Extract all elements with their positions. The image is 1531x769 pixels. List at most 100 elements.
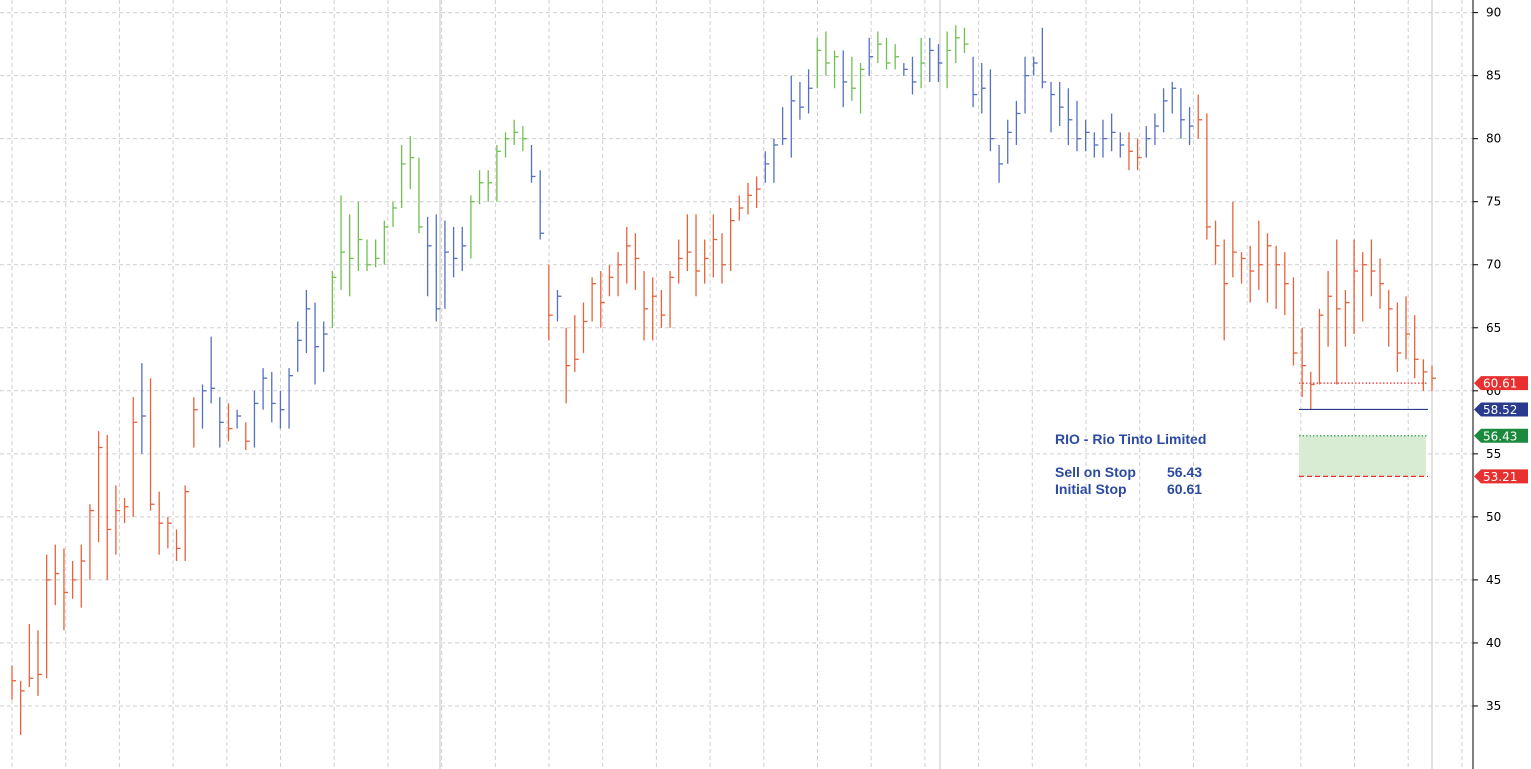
ohlc-bar (998, 144, 1004, 183)
ohlc-bar (1214, 220, 1220, 265)
ohlc-bar (11, 665, 16, 700)
ohlc-bar (1431, 365, 1436, 391)
annotation-value-stop: 60.61 (1167, 481, 1202, 497)
price-badge-label: 58.52 (1483, 403, 1517, 417)
ohlc-bar (340, 195, 346, 290)
chart-grid (0, 0, 1473, 769)
ohlc-bar (279, 390, 285, 429)
ohlc-bar (383, 220, 389, 265)
ohlc-bar (262, 368, 268, 410)
price-badge: 58.52 (1474, 402, 1528, 417)
price-badge-shape (1474, 376, 1528, 391)
ohlc-bar (773, 138, 778, 183)
ohlc-bar (1258, 220, 1263, 290)
ohlc-bar (1110, 113, 1116, 152)
y-tick-label: 70 (1486, 258, 1501, 272)
price-badge-label: 53.21 (1483, 470, 1517, 484)
price-badge: 60.61 (1474, 376, 1528, 391)
ohlc-bar (366, 239, 371, 272)
ohlc-bar (409, 136, 415, 190)
annotation-title: RIO - Rio Tinto Limited (1055, 431, 1206, 447)
ohlc-bar (201, 384, 207, 429)
ohlc-bar (1093, 132, 1099, 158)
ohlc-bar (877, 31, 882, 64)
ohlc-bar (1422, 359, 1428, 391)
ohlc-bar (565, 327, 571, 404)
ohlc-bar (357, 201, 363, 272)
ohlc-bar (1206, 113, 1211, 240)
ohlc-bar (210, 336, 216, 404)
ohlc-bar (903, 63, 908, 76)
ohlc-bar (626, 226, 631, 284)
y-tick-label: 35 (1486, 699, 1501, 713)
ohlc-bar (678, 239, 683, 284)
ohlc-bar (1353, 239, 1359, 335)
ohlc-bar (920, 37, 926, 89)
ohlc-bar (1310, 371, 1315, 410)
price-badge: 53.21 (1474, 469, 1528, 484)
ohlc-bar (868, 37, 874, 76)
ohlc-bar (1171, 81, 1177, 114)
ohlc-bar (123, 497, 129, 524)
ohlc-bar (271, 371, 276, 423)
ohlc-bar (1266, 233, 1272, 303)
ohlc-bar (539, 170, 545, 240)
ohlc-bar (522, 126, 527, 152)
ohlc-bar (1188, 107, 1194, 145)
ohlc-bar (504, 132, 510, 158)
ohlc-bar (418, 157, 423, 234)
ohlc-bar (1050, 81, 1056, 133)
ohlc-bar (435, 214, 441, 322)
ohlc-bar (1318, 308, 1324, 385)
ohlc-bar (1344, 289, 1350, 347)
ohlc-bar (781, 107, 787, 145)
ohlc-bar (54, 544, 60, 606)
ohlc-bar (141, 363, 146, 454)
ohlc-bar (825, 31, 830, 76)
ohlc-bar (833, 50, 839, 89)
ohlc-bar (738, 195, 744, 221)
ohlc-bar (1405, 296, 1411, 360)
ohlc-bar (556, 289, 562, 322)
ohlc-bar (1284, 252, 1289, 316)
ohlc-bar (937, 44, 943, 82)
y-tick-label: 75 (1486, 195, 1501, 209)
ohlc-bar (911, 56, 917, 95)
ohlc-bar (634, 233, 640, 290)
ohlc-bar (755, 176, 761, 209)
price-badge-shape (1474, 469, 1528, 484)
ohlc-bar (478, 170, 484, 205)
trade-annotation: RIO - Rio Tinto Limited Sell on Stop 56.… (1055, 431, 1206, 497)
ohlc-bar (149, 378, 155, 511)
ohlc-bar (1223, 239, 1229, 341)
ohlc-bar (989, 69, 995, 152)
ohlc-bar (444, 220, 449, 309)
ohlc-bar (193, 397, 198, 448)
ohlc-bar (1102, 119, 1107, 158)
price-badge-shape (1474, 402, 1528, 417)
ohlc-bar (730, 208, 735, 272)
ohlc-bar (885, 37, 891, 70)
ohlc-bar (219, 397, 224, 448)
level-lines (1299, 382, 1428, 478)
annotation-label-stop: Initial Stop (1055, 481, 1127, 497)
ohlc-bar (1024, 56, 1030, 114)
y-tick-label: 55 (1486, 447, 1501, 461)
ohlc-bar (859, 63, 865, 114)
ohlc-bar (652, 277, 657, 341)
ohlc-bar (617, 252, 623, 297)
price-badges: 60.61 58.52 56.43 53.21 (1474, 376, 1528, 484)
ohlc-bar (1240, 252, 1246, 284)
ohlc-bar (392, 201, 397, 227)
ohlc-bar (1059, 81, 1064, 127)
ohlc-bar (1154, 113, 1159, 145)
ohlc-bar (470, 195, 475, 259)
ohlc-bar (323, 321, 328, 372)
ohlc-bar (851, 56, 856, 101)
ohlc-bar (1388, 289, 1393, 347)
y-tick-label: 80 (1486, 132, 1501, 146)
price-badge-label: 56.43 (1483, 429, 1517, 443)
ohlc-bar (45, 554, 51, 679)
ohlc-bar (253, 390, 259, 448)
ohlc-bar (115, 485, 120, 555)
